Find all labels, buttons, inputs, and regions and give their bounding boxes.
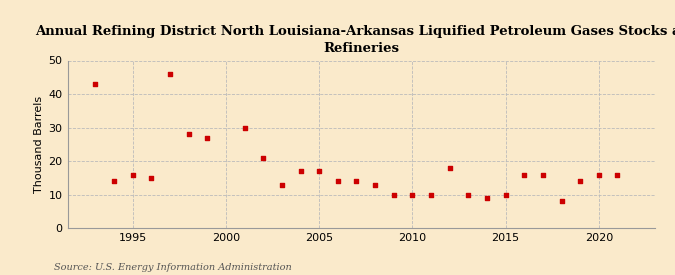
Point: [444, 166, 455, 170]
Point: [481, 196, 492, 200]
Point: [165, 72, 176, 76]
Point: [239, 125, 250, 130]
Point: [295, 169, 306, 174]
Point: [184, 132, 194, 136]
Point: [388, 192, 399, 197]
Point: [426, 192, 437, 197]
Y-axis label: Thousand Barrels: Thousand Barrels: [34, 96, 45, 193]
Point: [314, 169, 325, 174]
Point: [575, 179, 586, 183]
Point: [146, 176, 157, 180]
Point: [351, 179, 362, 183]
Point: [90, 82, 101, 86]
Title: Annual Refining District North Louisiana-Arkansas Liquified Petroleum Gases Stoc: Annual Refining District North Louisiana…: [35, 25, 675, 55]
Point: [258, 156, 269, 160]
Text: Source: U.S. Energy Information Administration: Source: U.S. Energy Information Administ…: [54, 263, 292, 272]
Point: [537, 172, 548, 177]
Point: [519, 172, 530, 177]
Point: [332, 179, 343, 183]
Point: [109, 179, 119, 183]
Point: [612, 172, 623, 177]
Point: [500, 192, 511, 197]
Point: [556, 199, 567, 204]
Point: [407, 192, 418, 197]
Point: [202, 136, 213, 140]
Point: [593, 172, 604, 177]
Point: [128, 172, 138, 177]
Point: [463, 192, 474, 197]
Point: [277, 182, 288, 187]
Point: [370, 182, 381, 187]
